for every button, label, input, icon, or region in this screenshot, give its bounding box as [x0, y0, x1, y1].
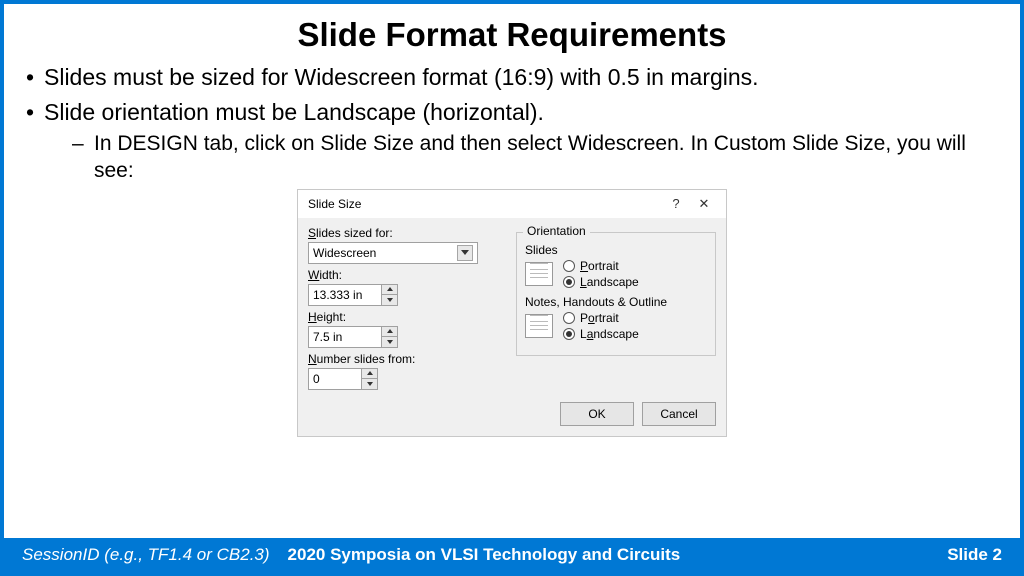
cancel-button[interactable]: Cancel: [642, 402, 716, 426]
number-down-icon[interactable]: [362, 379, 377, 389]
width-label: Width:: [308, 268, 504, 282]
close-icon[interactable]: ✕: [690, 196, 718, 212]
notes-portrait-radio[interactable]: Portrait: [563, 311, 639, 325]
height-label: Height:: [308, 310, 504, 324]
dialog-button-row: OK Cancel: [298, 396, 726, 436]
chevron-down-icon[interactable]: [457, 245, 473, 261]
bullet-2a: In DESIGN tab, click on Slide Size and t…: [72, 130, 998, 185]
sized-for-combo[interactable]: Widescreen: [308, 242, 478, 264]
slides-orientation-row: Portrait Landscape: [525, 259, 707, 289]
footer-page: Slide 2: [947, 545, 1002, 565]
page-icon: [525, 314, 553, 338]
width-down-icon[interactable]: [382, 295, 397, 305]
width-up-icon[interactable]: [382, 285, 397, 296]
height-down-icon[interactable]: [382, 337, 397, 347]
footer-conference: 2020 Symposia on VLSI Technology and Cir…: [288, 545, 948, 565]
sized-for-label: Slides sized for:: [308, 226, 504, 240]
orientation-label: Orientation: [523, 224, 590, 238]
dialog-titlebar: Slide Size ? ✕: [298, 190, 726, 218]
slides-subgroup-label: Slides: [525, 243, 707, 257]
slide-content: Slides must be sized for Widescreen form…: [4, 60, 1020, 538]
height-spinner[interactable]: 7.5 in: [308, 326, 398, 348]
radio-icon: [563, 260, 575, 272]
radio-icon: [563, 312, 575, 324]
notes-subgroup-label: Notes, Handouts & Outline: [525, 295, 707, 309]
number-from-value: 0: [313, 372, 361, 386]
bullet-1: Slides must be sized for Widescreen form…: [26, 62, 998, 93]
number-from-spinner[interactable]: 0: [308, 368, 378, 390]
slide-title: Slide Format Requirements: [4, 4, 1020, 60]
slide-container: Slide Format Requirements Slides must be…: [0, 0, 1024, 576]
bullet-2: Slide orientation must be Landscape (hor…: [26, 97, 998, 185]
radio-icon: [563, 276, 575, 288]
dialog-right-column: Orientation Slides Portrait Landscape No…: [516, 222, 716, 390]
ok-button[interactable]: OK: [560, 402, 634, 426]
slides-portrait-radio[interactable]: Portrait: [563, 259, 639, 273]
footer-session: SessionID (e.g., TF1.4 or CB2.3): [22, 545, 270, 565]
help-icon[interactable]: ?: [662, 196, 690, 211]
dialog-body: Slides sized for: Widescreen Width: 13.3…: [298, 218, 726, 396]
slide-footer: SessionID (e.g., TF1.4 or CB2.3) 2020 Sy…: [4, 538, 1020, 572]
width-spinner[interactable]: 13.333 in: [308, 284, 398, 306]
number-from-label: Number slides from:: [308, 352, 504, 366]
dialog-wrapper: Slide Size ? ✕ Slides sized for: Widescr…: [26, 189, 998, 437]
height-value: 7.5 in: [313, 330, 381, 344]
slide-size-dialog: Slide Size ? ✕ Slides sized for: Widescr…: [297, 189, 727, 437]
height-up-icon[interactable]: [382, 327, 397, 338]
notes-landscape-radio[interactable]: Landscape: [563, 327, 639, 341]
number-up-icon[interactable]: [362, 369, 377, 380]
page-icon: [525, 262, 553, 286]
slides-landscape-radio[interactable]: Landscape: [563, 275, 639, 289]
orientation-groupbox: Orientation Slides Portrait Landscape No…: [516, 232, 716, 356]
notes-orientation-row: Portrait Landscape: [525, 311, 707, 341]
radio-icon: [563, 328, 575, 340]
dialog-left-column: Slides sized for: Widescreen Width: 13.3…: [308, 222, 504, 390]
width-value: 13.333 in: [313, 288, 381, 302]
bullet-2-text: Slide orientation must be Landscape (hor…: [44, 99, 544, 125]
sized-for-value: Widescreen: [313, 246, 457, 260]
dialog-title: Slide Size: [308, 197, 662, 211]
